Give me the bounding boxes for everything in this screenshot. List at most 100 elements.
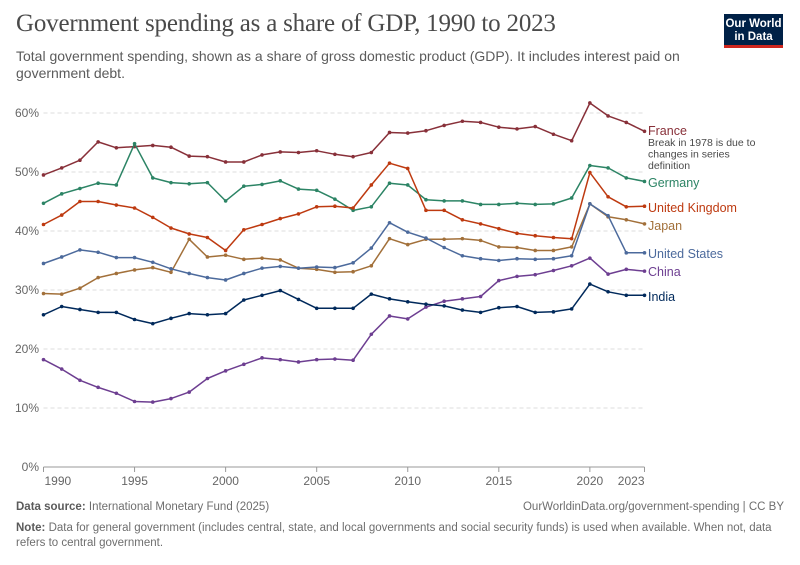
data-point <box>59 166 64 170</box>
data-point <box>442 237 446 242</box>
chart-subtitle: Total government spending, shown as a sh… <box>16 48 680 81</box>
x-tick-label: 2020 <box>577 474 604 488</box>
data-point <box>460 308 465 312</box>
data-point <box>369 150 374 155</box>
data-point <box>606 289 610 294</box>
data-point <box>405 230 410 234</box>
data-point <box>150 321 155 326</box>
data-point <box>242 362 246 367</box>
data-point <box>260 256 264 260</box>
data-point <box>369 205 374 209</box>
data-point <box>223 311 228 316</box>
y-tick-label: 10% <box>15 401 39 415</box>
data-point <box>205 275 210 280</box>
data-point <box>260 182 264 187</box>
data-point <box>278 258 283 262</box>
data-point <box>497 305 501 310</box>
data-point <box>497 258 501 263</box>
data-point <box>624 205 629 209</box>
series-line-france <box>43 102 645 176</box>
data-point <box>242 184 246 188</box>
data-point <box>642 204 647 209</box>
data-point <box>278 288 283 293</box>
data-point <box>569 253 574 258</box>
data-point <box>624 120 629 125</box>
data-point <box>296 187 301 191</box>
data-point <box>515 201 519 206</box>
data-point <box>351 306 355 311</box>
data-point <box>588 170 592 175</box>
data-point <box>187 232 191 236</box>
data-point <box>242 228 246 232</box>
data-point <box>387 236 392 241</box>
data-point <box>96 310 100 315</box>
y-tick-label: 50% <box>15 165 39 179</box>
data-point <box>442 123 446 128</box>
data-point <box>351 358 355 363</box>
data-point <box>59 367 64 371</box>
data-point <box>624 251 629 255</box>
data-point <box>132 268 137 272</box>
data-point <box>569 264 574 268</box>
data-point <box>278 264 283 269</box>
data-point <box>460 217 465 222</box>
data-point <box>114 310 119 315</box>
data-point <box>624 217 629 222</box>
data-point <box>78 186 82 191</box>
data-point <box>642 129 647 134</box>
data-point <box>460 199 465 203</box>
data-point <box>314 265 319 269</box>
data-point <box>606 114 610 118</box>
data-point <box>169 316 173 321</box>
data-point <box>551 256 556 261</box>
data-point <box>333 197 337 201</box>
data-point <box>442 299 446 304</box>
data-point <box>314 306 319 311</box>
data-point <box>369 332 374 337</box>
data-point <box>405 317 410 321</box>
data-point <box>59 304 64 309</box>
data-point <box>114 203 119 207</box>
data-point <box>187 311 191 316</box>
data-point <box>333 204 337 209</box>
data-point <box>132 399 137 404</box>
data-point <box>205 255 210 259</box>
data-point <box>478 238 483 243</box>
note-text: Data for general government (includes ce… <box>16 522 772 549</box>
data-point <box>497 125 501 129</box>
data-point <box>442 304 446 308</box>
data-point <box>96 385 100 390</box>
data-point <box>551 132 556 137</box>
data-point <box>132 317 137 322</box>
data-point <box>169 145 173 150</box>
data-point <box>424 305 428 309</box>
data-point <box>278 150 283 154</box>
y-tick-label: 60% <box>15 106 39 120</box>
data-point <box>442 245 446 250</box>
data-point <box>478 256 483 261</box>
data-point <box>114 183 119 187</box>
data-point <box>606 272 610 276</box>
data-point <box>515 274 519 279</box>
owid-logo[interactable]: Our World in Data <box>724 14 783 48</box>
data-point <box>114 255 119 260</box>
source-url-link[interactable]: OurWorldinData.org/government-spending |… <box>522 501 784 513</box>
data-point <box>351 206 355 210</box>
data-point <box>278 179 283 183</box>
data-point <box>223 199 228 203</box>
data-source: Data source: International Monetary Fund… <box>16 501 269 513</box>
data-point <box>223 160 228 164</box>
data-point <box>442 199 446 203</box>
data-point <box>96 250 100 255</box>
data-point <box>96 199 100 204</box>
data-point <box>424 236 428 240</box>
data-point <box>150 215 155 220</box>
series-line-germany <box>43 142 645 212</box>
data-point <box>96 140 100 144</box>
data-point <box>588 202 592 206</box>
data-point <box>533 233 538 238</box>
data-point <box>150 260 155 265</box>
y-tick-label: 0% <box>22 460 40 474</box>
data-point <box>223 369 228 373</box>
